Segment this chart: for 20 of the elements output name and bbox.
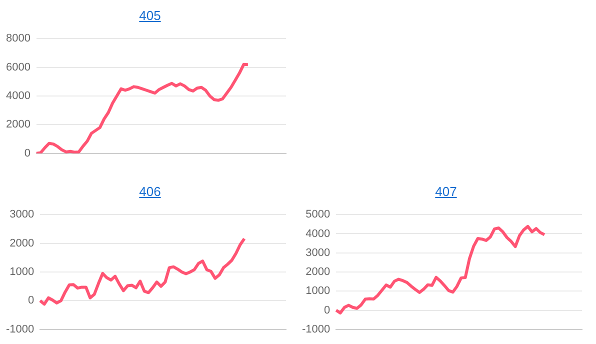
y-tick-label: 0 (324, 304, 330, 316)
y-tick-label: 0 (24, 147, 30, 160)
y-tick-label: 1000 (306, 285, 330, 298)
y-tick-label: 4000 (306, 228, 330, 240)
chart-title: 405 (139, 8, 161, 23)
y-tick-label: 3000 (10, 208, 34, 221)
y-tick-label: -1000 (302, 323, 330, 336)
y-tick-label: 4000 (6, 90, 30, 102)
y-tick-label: 1000 (10, 266, 34, 278)
y-tick-label: 2000 (10, 237, 34, 250)
y-tick-label: -1000 (6, 323, 34, 336)
y-tick-label: 5000 (306, 208, 330, 221)
y-tick-label: 2000 (306, 266, 330, 278)
chart-title: 407 (435, 184, 457, 199)
y-tick-label: 2000 (6, 118, 30, 131)
y-tick-label: 8000 (6, 32, 30, 45)
chart-title: 406 (139, 184, 161, 199)
y-tick-label: 6000 (6, 61, 30, 74)
y-tick-label: 3000 (306, 246, 330, 259)
y-tick-label: 0 (28, 294, 34, 307)
